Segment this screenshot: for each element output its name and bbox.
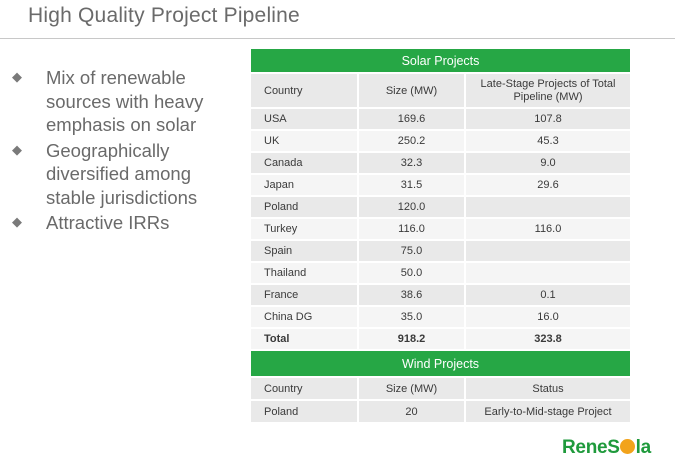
country-cell: China DG [251, 307, 359, 329]
wind-table-title: Wind Projects [251, 351, 630, 378]
diamond-bullet-icon: ◆ [12, 214, 22, 229]
table-row: Poland 20 Early-to-Mid-stage Project [251, 401, 630, 424]
size-cell: 35.0 [359, 307, 466, 329]
size-cell: 38.6 [359, 285, 466, 307]
bullet-text: Attractive IRRs [46, 212, 170, 233]
bullet-item: ◆ Geographically diversified among stabl… [12, 139, 242, 210]
logo-text-start: RenеS [562, 437, 620, 458]
column-header-size: Size (MW) [359, 74, 466, 109]
country-cell: Japan [251, 175, 359, 197]
table-header-row: Country Size (MW) Status [251, 378, 630, 401]
column-header-size: Size (MW) [359, 378, 466, 401]
bullet-text: Mix of renewable sources with heavy emph… [46, 67, 204, 135]
total-size: 918.2 [359, 329, 466, 351]
solar-projects-table: Solar Projects Country Size (MW) Late-St… [251, 49, 630, 351]
bullet-item: ◆ Mix of renewable sources with heavy em… [12, 66, 242, 137]
late-stage-cell: 16.0 [466, 307, 630, 329]
column-header-late-stage-text: Late-Stage Projects of Total Pipeline (M… [480, 77, 616, 103]
country-cell: France [251, 285, 359, 307]
late-stage-cell: 0.1 [466, 285, 630, 307]
late-stage-cell [466, 241, 630, 263]
country-cell: UK [251, 131, 359, 153]
country-cell: Poland [251, 197, 359, 219]
wind-projects-table: Wind Projects Country Size (MW) Status P… [251, 351, 630, 424]
column-header-country: Country [251, 74, 359, 109]
bullet-list: ◆ Mix of renewable sources with heavy em… [12, 66, 242, 237]
status-cell: Early-to-Mid-stage Project [466, 401, 630, 424]
size-cell: 116.0 [359, 219, 466, 241]
bullet-item: ◆ Attractive IRRs [12, 211, 242, 235]
title-divider [0, 38, 675, 39]
late-stage-cell: 107.8 [466, 109, 630, 131]
table-row: Canada 32.3 9.0 [251, 153, 630, 175]
table-row: Spain 75.0 [251, 241, 630, 263]
sun-dot-icon [620, 439, 636, 454]
table-row: Poland 120.0 [251, 197, 630, 219]
country-cell: Canada [251, 153, 359, 175]
column-header-country: Country [251, 378, 359, 401]
country-cell: USA [251, 109, 359, 131]
country-cell: Poland [251, 401, 359, 424]
diamond-bullet-icon: ◆ [12, 141, 22, 157]
table-row: Japan 31.5 29.6 [251, 175, 630, 197]
size-cell: 75.0 [359, 241, 466, 263]
total-late-stage: 323.8 [466, 329, 630, 351]
total-label: Total [251, 329, 359, 351]
table-row: China DG 35.0 16.0 [251, 307, 630, 329]
size-cell: 31.5 [359, 175, 466, 197]
size-cell: 169.6 [359, 109, 466, 131]
size-cell: 50.0 [359, 263, 466, 285]
table-row: Turkey 116.0 116.0 [251, 219, 630, 241]
logo-text-end: la [635, 437, 652, 458]
renesola-logo: RenеS la [562, 437, 651, 459]
table-row: France 38.6 0.1 [251, 285, 630, 307]
table-row: UK 250.2 45.3 [251, 131, 630, 153]
late-stage-cell: 9.0 [466, 153, 630, 175]
late-stage-cell [466, 197, 630, 219]
size-cell: 20 [359, 401, 466, 424]
late-stage-cell: 116.0 [466, 219, 630, 241]
country-cell: Spain [251, 241, 359, 263]
country-cell: Turkey [251, 219, 359, 241]
size-cell: 250.2 [359, 131, 466, 153]
table-row: USA 169.6 107.8 [251, 109, 630, 131]
solar-table-title: Solar Projects [251, 49, 630, 74]
table-row: Thailand 50.0 [251, 263, 630, 285]
table-header-row: Country Size (MW) Late-Stage Projects of… [251, 74, 630, 109]
bullet-text: Geographically diversified among stable … [46, 139, 198, 208]
size-cell: 120.0 [359, 197, 466, 219]
diamond-bullet-icon: ◆ [12, 69, 22, 84]
late-stage-cell: 45.3 [466, 131, 630, 153]
column-header-status: Status [466, 378, 630, 401]
country-cell: Thailand [251, 263, 359, 285]
late-stage-cell [466, 263, 630, 285]
size-cell: 32.3 [359, 153, 466, 175]
table-total-row: Total 918.2 323.8 [251, 329, 630, 351]
page-title: High Quality Project Pipeline [28, 4, 300, 27]
late-stage-cell: 29.6 [466, 175, 630, 197]
column-header-late-stage: Late-Stage Projects of Total Pipeline (M… [466, 74, 630, 109]
